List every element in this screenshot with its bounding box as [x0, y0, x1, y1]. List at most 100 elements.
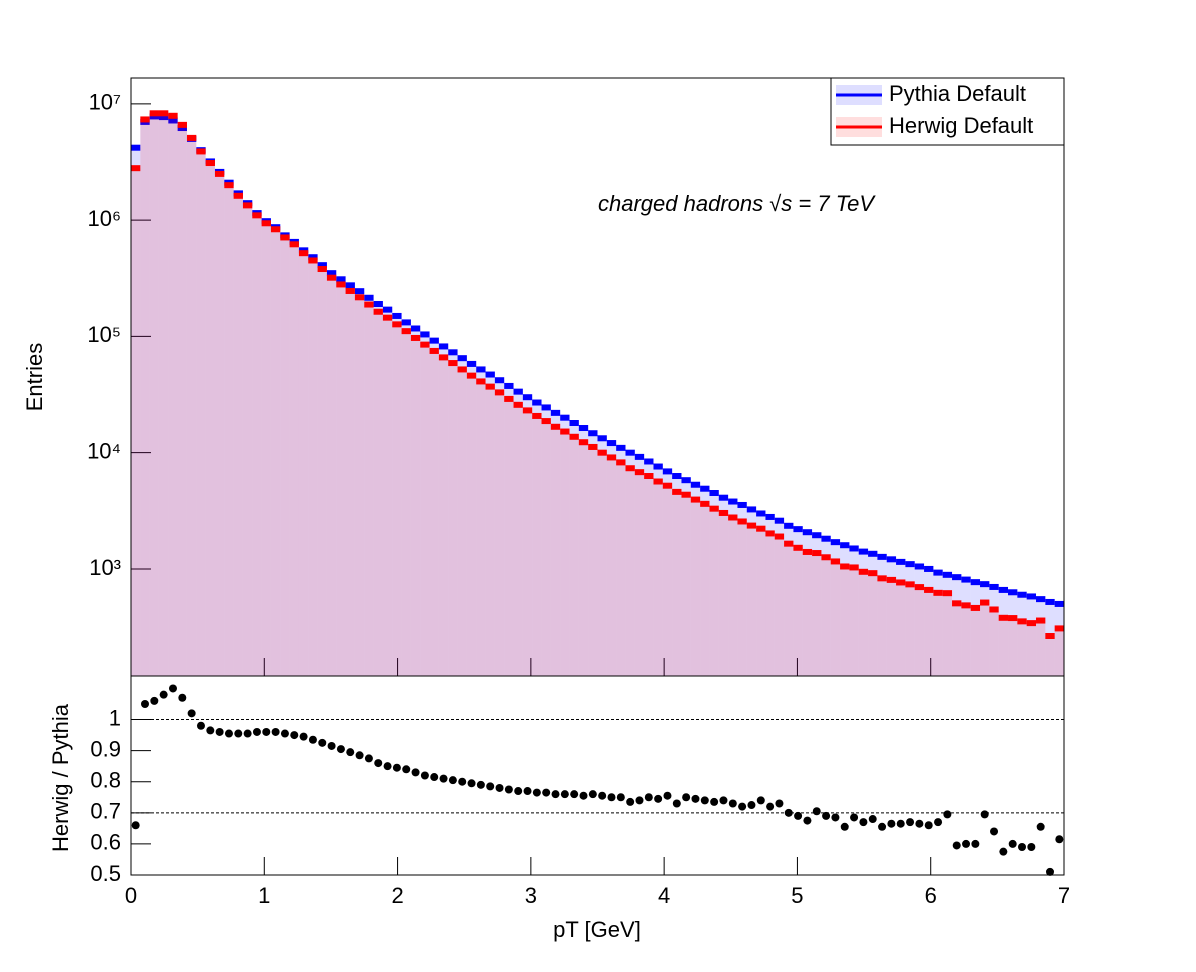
- marker: [849, 545, 859, 552]
- bar: [177, 128, 187, 676]
- marker: [644, 458, 654, 465]
- marker: [196, 148, 206, 155]
- marker: [476, 366, 486, 373]
- y-tick-label: 10³: [89, 555, 121, 580]
- marker: [588, 443, 598, 450]
- marker: [616, 444, 626, 451]
- marker: [690, 496, 701, 503]
- bar: [709, 492, 719, 676]
- marker: [830, 558, 841, 565]
- bar: [541, 421, 551, 676]
- point: [635, 796, 644, 805]
- marker: [914, 563, 925, 570]
- marker: [513, 401, 523, 408]
- bar: [420, 344, 430, 676]
- point: [234, 729, 243, 738]
- annotation: charged hadrons √s = 7 TeV: [598, 191, 876, 216]
- bar: [149, 116, 159, 677]
- point: [168, 684, 177, 693]
- marker: [597, 449, 607, 456]
- marker: [933, 589, 943, 596]
- bar: [1008, 618, 1018, 676]
- bar: [326, 277, 337, 676]
- bar: [905, 584, 915, 676]
- bar: [681, 494, 691, 676]
- bar: [690, 484, 701, 676]
- bar: [728, 517, 738, 676]
- bar: [280, 237, 290, 676]
- marker: [448, 349, 458, 356]
- bar: [952, 577, 962, 676]
- y-tick-label: 0.8: [90, 768, 121, 793]
- point: [728, 799, 737, 808]
- marker: [270, 226, 281, 233]
- point: [588, 790, 597, 799]
- bar: [700, 503, 710, 676]
- marker: [532, 412, 542, 419]
- bar: [980, 584, 990, 676]
- marker: [737, 518, 747, 525]
- bar: [1054, 628, 1064, 676]
- x-tick-label: 4: [658, 883, 670, 908]
- marker: [186, 134, 197, 141]
- marker: [933, 569, 943, 576]
- bar: [998, 617, 1009, 676]
- bar: [354, 291, 365, 676]
- marker: [457, 366, 467, 373]
- marker: [606, 440, 617, 447]
- bar: [373, 304, 383, 676]
- bar: [140, 121, 150, 677]
- marker: [410, 334, 421, 341]
- marker: [373, 308, 383, 315]
- point: [346, 748, 355, 757]
- bar: [588, 446, 598, 676]
- bar: [690, 499, 701, 676]
- point: [420, 771, 429, 780]
- marker: [168, 117, 178, 124]
- marker: [1008, 615, 1018, 622]
- bar: [429, 340, 439, 676]
- marker: [429, 347, 439, 354]
- bar: [896, 582, 906, 676]
- marker: [420, 331, 430, 338]
- bar: [336, 279, 346, 676]
- point: [691, 794, 700, 803]
- bar: [270, 229, 281, 677]
- bar: [205, 163, 215, 676]
- point: [150, 696, 159, 705]
- x-tick-label: 7: [1058, 883, 1070, 908]
- marker: [560, 414, 570, 421]
- marker: [233, 192, 243, 199]
- legend-label: Pythia Default: [889, 81, 1026, 106]
- point: [598, 791, 607, 800]
- marker: [924, 565, 934, 572]
- marker: [158, 110, 169, 117]
- marker: [821, 535, 831, 542]
- bar: [700, 488, 710, 676]
- marker: [504, 395, 514, 402]
- marker: [410, 325, 421, 332]
- marker: [989, 606, 999, 613]
- marker: [550, 409, 561, 416]
- bar: [1008, 592, 1018, 676]
- marker: [877, 553, 887, 560]
- marker: [1054, 625, 1064, 632]
- bar: [961, 579, 971, 676]
- marker: [280, 234, 290, 241]
- point: [570, 790, 579, 799]
- marker: [625, 465, 635, 472]
- bar: [709, 508, 719, 676]
- bar: [466, 363, 477, 676]
- marker: [942, 590, 953, 597]
- bar: [606, 443, 617, 676]
- marker: [522, 407, 533, 414]
- bar: [737, 521, 747, 676]
- marker: [998, 586, 1009, 593]
- bar: [597, 438, 607, 676]
- bar: [392, 324, 402, 676]
- bar: [746, 525, 757, 676]
- marker: [681, 491, 691, 498]
- marker: [914, 584, 925, 591]
- y-tick-label: 10⁵: [87, 322, 121, 347]
